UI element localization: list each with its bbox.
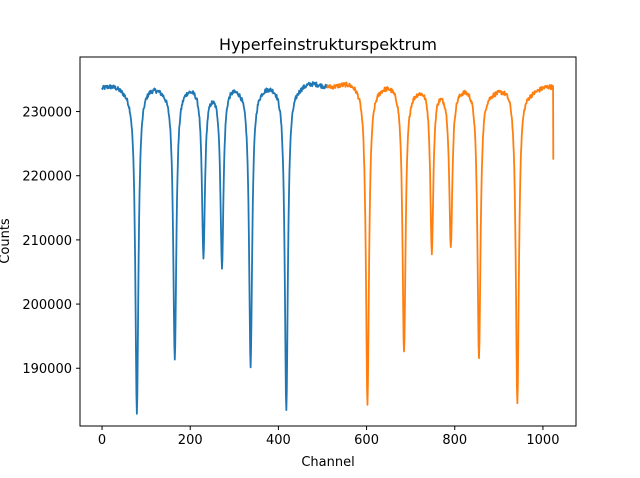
y-axis-title: Counts <box>0 218 13 264</box>
x-tick-label: 800 <box>442 433 467 448</box>
y-tick-label: 200000 <box>22 298 72 313</box>
y-tick-label: 230000 <box>22 106 72 121</box>
x-tick-label: 600 <box>354 433 379 448</box>
x-tick-label: 400 <box>266 433 291 448</box>
axes-layer: 0 200 400 600 800 1000 190000 200000 210000 22000… <box>22 106 559 448</box>
x-tick-label: 200 <box>178 433 203 448</box>
x-axis-title: Channel <box>301 455 354 470</box>
x-tick-label: 1000 <box>526 433 559 448</box>
series-line-2 <box>326 81 555 406</box>
plot-frame <box>79 56 577 427</box>
x-tick-label: 0 <box>98 433 106 448</box>
y-tick-label: 210000 <box>22 234 72 249</box>
chart-title: Hyperfeinstrukturspektrum <box>219 35 437 54</box>
series-line-1 <box>101 81 329 415</box>
series-layer <box>101 81 555 415</box>
y-tick-label: 220000 <box>22 170 72 185</box>
y-tick-label: 190000 <box>22 362 72 377</box>
